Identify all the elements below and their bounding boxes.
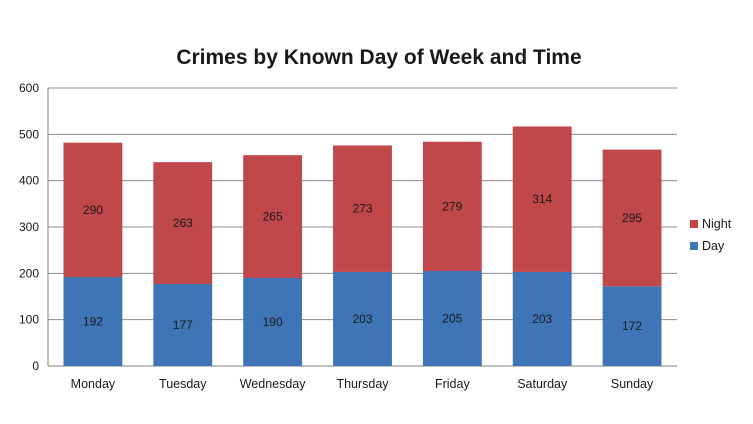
data-label-day: 172 <box>622 319 642 333</box>
y-axis: 0 100 200 300 400 500 600 <box>19 81 49 373</box>
data-label-day: 205 <box>442 312 462 326</box>
data-label-night: 265 <box>263 210 283 224</box>
y-tick-label: 300 <box>19 220 39 234</box>
bar-night-thursday <box>333 145 392 272</box>
x-tick-label: Friday <box>435 377 470 391</box>
bar-day-saturday <box>512 271 572 366</box>
data-labels: 192 290 177 263 190 265 203 273 205 279 203 314 172 2… <box>83 192 642 333</box>
y-tick-label: 0 <box>32 359 39 373</box>
bar-night-friday <box>422 141 482 272</box>
bar-night-sunday <box>602 149 662 287</box>
y-tick-label: 500 <box>19 127 39 141</box>
bar-night-wednesday <box>243 155 303 278</box>
data-label-night: 295 <box>622 211 642 225</box>
legend-swatch-night <box>690 220 698 228</box>
x-axis: Monday Tuesday Wednesday Thursday Friday Satu… <box>71 377 654 391</box>
bar-day-wednesday <box>243 277 303 366</box>
x-tick-label: Saturday <box>517 377 568 391</box>
bar-day-friday <box>422 271 482 366</box>
legend-label-day: Day <box>702 239 725 253</box>
bar-night-monday <box>63 142 123 278</box>
data-label-day: 203 <box>352 312 372 326</box>
data-label-night: 279 <box>442 199 462 213</box>
x-tick-label: Monday <box>71 377 116 391</box>
bar-day-tuesday <box>153 283 213 366</box>
legend: Night Day <box>690 217 732 253</box>
chart-title: Crimes by Known Day of Week and Time <box>176 46 581 69</box>
bar-night-saturday <box>512 126 572 272</box>
legend-label-night: Night <box>702 217 732 231</box>
y-tick-label: 400 <box>19 174 39 188</box>
x-tick-label: Wednesday <box>240 377 307 391</box>
y-tick-label: 200 <box>19 266 39 280</box>
y-tick-label: 100 <box>19 313 39 327</box>
data-label-night: 273 <box>352 202 372 216</box>
x-tick-label: Tuesday <box>159 377 207 391</box>
x-tick-label: Sunday <box>611 377 654 391</box>
x-tick-label: Thursday <box>336 377 389 391</box>
legend-swatch-day <box>690 242 698 250</box>
data-label-night: 314 <box>532 192 552 206</box>
bar-day-thursday <box>333 271 392 366</box>
y-tick-label: 600 <box>19 81 39 95</box>
bar-day-monday <box>63 277 123 366</box>
data-label-day: 177 <box>173 318 193 332</box>
data-label-day: 203 <box>532 312 552 326</box>
bar-night-tuesday <box>153 162 213 284</box>
data-label-day: 192 <box>83 315 103 329</box>
data-label-day: 190 <box>263 315 283 329</box>
data-label-night: 263 <box>173 216 193 230</box>
bars <box>63 126 662 366</box>
data-label-night: 290 <box>83 203 103 217</box>
bar-day-sunday <box>602 286 662 366</box>
